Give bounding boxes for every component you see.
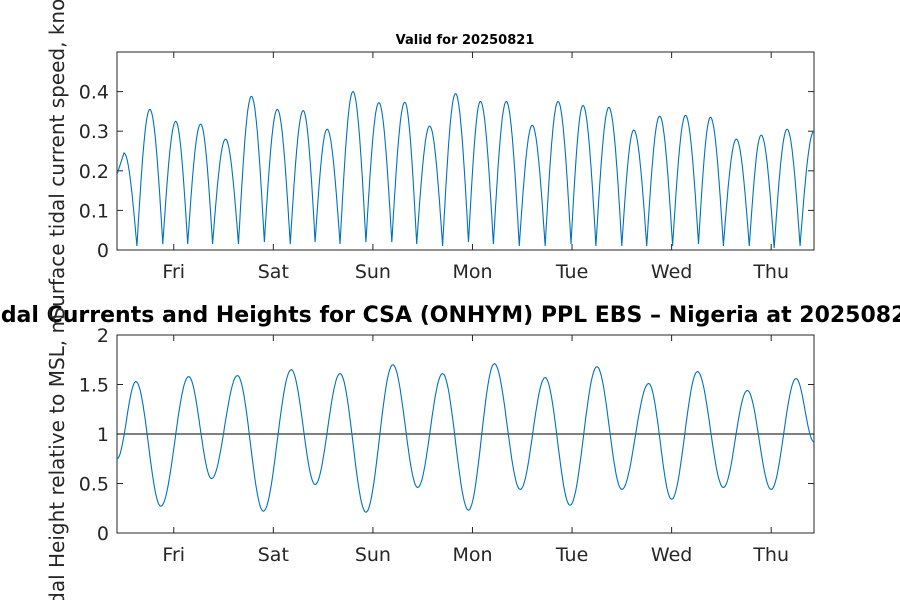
height-xtick-label: Tue	[555, 544, 588, 566]
current-ytick-label: 0.2	[79, 161, 109, 183]
current-ytick-label: 0	[97, 240, 109, 262]
height-ytick-label: 2	[97, 325, 109, 347]
current-speed-line	[117, 90, 814, 249]
current-speed-ylabel: Surface tidal current speed, knots	[45, 0, 69, 320]
height-ytick-label: 1.5	[79, 375, 109, 397]
height-ytick-label: 0	[97, 523, 109, 545]
height-xtick-label: Thu	[752, 544, 789, 566]
current-xtick-label: Sun	[355, 261, 391, 283]
height-xtick-label: Wed	[651, 544, 692, 566]
tidal-height-ylabel: Tidal Height relative to MSL, m	[45, 314, 69, 600]
current-speed-panel: 0 0.1 0.2 0.3 0.4 Fri Sat Sun Mon Tue Wed Thu	[79, 51, 815, 283]
height-xtick-label: Sat	[258, 544, 289, 566]
current-ytick-label: 0.3	[79, 121, 109, 143]
height-ytick-label: 0.5	[79, 474, 109, 496]
current-ytick-label: 0.4	[79, 82, 109, 104]
current-ytick-label: 0.1	[79, 200, 109, 222]
height-ytick-label: 1	[97, 424, 109, 446]
current-xtick-label: Fri	[162, 261, 185, 283]
current-axes-box	[116, 51, 815, 251]
height-xtick-label: Sun	[355, 544, 391, 566]
tidal-height-line	[116, 363, 815, 513]
current-xtick-label: Tue	[555, 261, 588, 283]
tidal-height-panel: 0 0.5 1 1.5 2 Fri Sat Sun Mon Tue Wed Thu	[79, 325, 815, 566]
current-xtick-label: Thu	[752, 261, 789, 283]
current-xtick-label: Wed	[651, 261, 692, 283]
current-xtick-label: Sat	[258, 261, 289, 283]
height-xtick-label: Fri	[162, 544, 185, 566]
height-xtick-label: Mon	[452, 544, 492, 566]
figure-title: Tidal Currents and Heights for CSA (ONHY…	[0, 303, 900, 328]
current-xtick-label: Mon	[452, 261, 492, 283]
current-panel-title: Valid for 20250821	[396, 33, 535, 48]
